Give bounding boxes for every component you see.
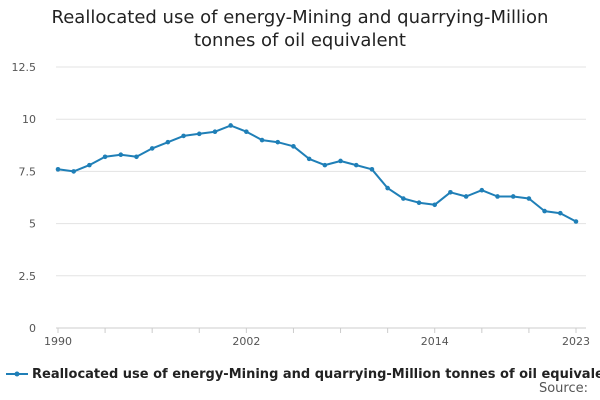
data-point — [353, 162, 359, 168]
data-point — [448, 189, 453, 195]
legend-label: Reallocated use of energy-Mining and qua… — [32, 366, 600, 382]
y-tick-label: 5 — [29, 218, 36, 231]
data-point — [542, 208, 547, 214]
data-point — [322, 162, 328, 168]
x-tick-label: 2014 — [421, 335, 449, 348]
data-point — [495, 194, 500, 199]
legend-line-marker — [6, 371, 28, 377]
data-point — [432, 202, 438, 208]
y-tick-label: 2.5 — [19, 270, 37, 283]
data-point — [526, 196, 532, 201]
y-tick-label: 7.5 — [19, 165, 37, 178]
data-point — [134, 154, 139, 160]
data-point — [102, 154, 108, 160]
y-tick-label: 0 — [29, 322, 36, 335]
data-point — [306, 156, 312, 162]
data-point — [291, 144, 296, 149]
y-tick-label: 12.5 — [12, 61, 37, 74]
data-point — [181, 133, 186, 139]
source-label: Source: — [538, 381, 588, 396]
data-point — [275, 139, 281, 145]
x-tick-label: 1990 — [44, 335, 72, 348]
data-point — [259, 137, 265, 143]
data-point — [573, 219, 579, 224]
data-point — [196, 131, 202, 137]
y-tick-label: 10 — [22, 113, 36, 126]
data-point — [479, 187, 485, 193]
data-point — [463, 194, 469, 199]
data-point — [510, 194, 516, 199]
chart-title: Reallocated use of energy-Mining and qua… — [0, 6, 600, 52]
data-point — [71, 169, 76, 174]
data-point — [338, 158, 343, 164]
chart-title-line-1: Reallocated use of energy-Mining and qua… — [51, 7, 549, 28]
data-point — [118, 152, 124, 157]
data-point — [244, 129, 249, 135]
data-point — [385, 185, 390, 191]
x-tick-label: 2023 — [562, 335, 590, 348]
data-point — [149, 146, 155, 151]
data-point — [401, 196, 406, 201]
data-point — [165, 139, 171, 145]
data-point — [212, 129, 218, 135]
data-point — [369, 167, 375, 172]
series-line — [57, 124, 577, 223]
x-tick-label: 2002 — [232, 335, 260, 348]
data-point — [228, 123, 233, 128]
data-point — [416, 200, 422, 206]
data-point — [558, 210, 563, 216]
chart-title-line-2: tonnes of oil equivalent — [193, 30, 406, 51]
data-point — [55, 167, 61, 172]
data-point — [87, 162, 92, 168]
legend[interactable]: Reallocated use of energy-Mining and qua… — [6, 364, 600, 384]
